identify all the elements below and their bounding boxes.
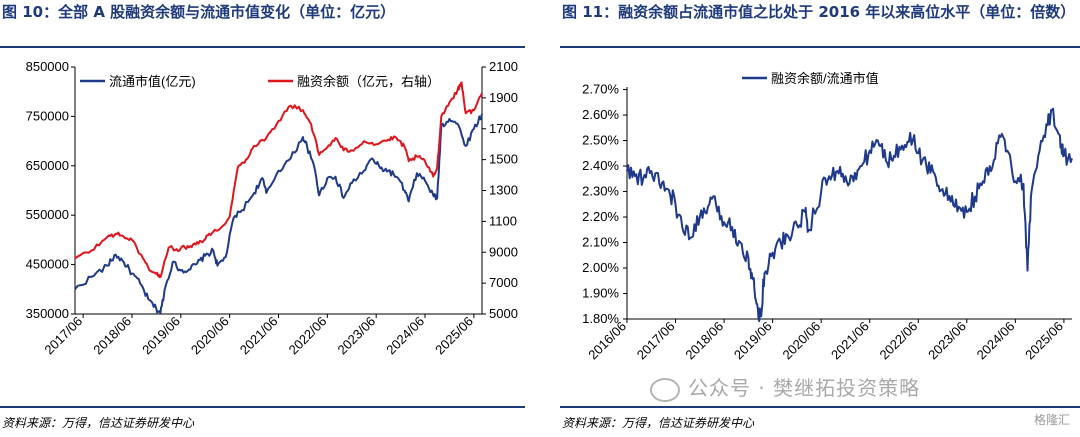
watermark-text: 公众号 · 樊继拓投资策略 (688, 376, 921, 400)
x-tick-label: 2020/06 (779, 319, 823, 363)
legend-label-market-cap: 流通市值(亿元) (109, 74, 196, 89)
x-tick-label: 2022/06 (286, 314, 330, 358)
y-tick-label: 1.90% (582, 286, 619, 301)
right-y-tick-label: 1300 (489, 183, 518, 198)
y-tick-label: 2.00% (582, 260, 619, 275)
right-title-rule (560, 46, 1080, 48)
right-y-tick-label: 2100 (489, 59, 518, 74)
x-tick-label: 2017/06 (634, 319, 678, 363)
x-tick-label: 2018/06 (90, 314, 134, 358)
x-tick-label: 2022/06 (877, 319, 921, 363)
left-y-tick-label: 750000 (26, 108, 69, 123)
y-tick-label: 2.20% (582, 209, 619, 224)
x-tick-label: 2019/06 (731, 319, 775, 363)
x-tick-label: 2024/06 (974, 319, 1018, 363)
x-tick-label: 2023/06 (334, 314, 378, 358)
right-y-tick-label: 9000 (489, 244, 518, 259)
right-y-tick-label: 1700 (489, 121, 518, 136)
left-y-tick-label: 650000 (26, 158, 69, 173)
right-chart-source: 资料来源：万得，信达证券研发中心 (562, 416, 755, 430)
series-line-margin-balance (74, 81, 483, 279)
right-y-tick-label: 1900 (489, 90, 518, 105)
left-chart-title: 图 10：全部 A 股融资余额与流通市值变化（单位：亿元） (2, 3, 396, 21)
watermark: 公众号 · 樊继拓投资策略 (650, 372, 920, 402)
right-source-rule (560, 406, 1080, 408)
right-y-tick-label: 5000 (489, 306, 518, 321)
y-tick-label: 2.70% (582, 82, 619, 97)
x-tick-label: 2023/06 (925, 319, 969, 363)
right-chart-title: 图 11：融资余额占流通市值之比处于 2016 年以来高位水平（单位：倍数） (562, 3, 1076, 21)
right-y-tick-label: 1100 (489, 213, 517, 228)
corner-watermark: 格隆汇 (1034, 413, 1071, 427)
right-y-tick-label: 1500 (489, 152, 518, 167)
right-y-tick-label: 7000 (489, 275, 518, 290)
left-chart-plot: 350000 450000 550000 650000 750000 850000 5000… (26, 59, 518, 358)
series-line-market-cap (74, 113, 483, 314)
x-tick-label: 2021/06 (237, 314, 281, 358)
left-y-tick-label: 350000 (26, 306, 69, 321)
legend-label-ratio: 融资余额/流通市值 (771, 71, 879, 86)
y-tick-label: 2.10% (582, 235, 619, 250)
y-tick-label: 2.60% (582, 107, 619, 122)
left-y-tick-label: 450000 (26, 257, 69, 272)
x-tick-label: 2024/06 (383, 314, 427, 358)
left-chart-source: 资料来源：万得，信达证券研发中心 (2, 416, 195, 430)
y-tick-label: 1.80% (582, 311, 619, 326)
right-chart-panel: 图 11：融资余额占流通市值之比处于 2016 年以来高位水平（单位：倍数） 1… (560, 0, 1080, 437)
x-tick-label: 2020/06 (188, 314, 232, 358)
x-tick-label: 2021/06 (828, 319, 872, 363)
left-chart-panel: 图 10：全部 A 股融资余额与流通市值变化（单位：亿元） 350000 4500… (0, 0, 525, 437)
x-tick-label: 2018/06 (682, 319, 726, 363)
left-y-tick-label: 850000 (26, 59, 69, 74)
left-y-tick-label: 550000 (26, 207, 69, 222)
y-tick-label: 2.50% (582, 133, 619, 148)
series-line-ratio (626, 107, 1073, 323)
y-tick-label: 2.30% (582, 184, 619, 199)
left-title-rule (0, 46, 525, 48)
right-chart-plot: 1.80% 1.90% 2.00% 2.10% 2.20% 2.30% 2.40% 2.50%… (582, 71, 1073, 363)
left-source-rule (0, 406, 525, 408)
x-tick-label: 2019/06 (139, 314, 183, 358)
x-tick-label: 2025/06 (432, 314, 476, 358)
legend-label-margin-balance: 融资余额（亿元，右轴） (297, 74, 440, 89)
wechat-icon (650, 377, 680, 402)
x-tick-label: 2025/06 (1022, 319, 1066, 363)
y-tick-label: 2.40% (582, 158, 619, 173)
